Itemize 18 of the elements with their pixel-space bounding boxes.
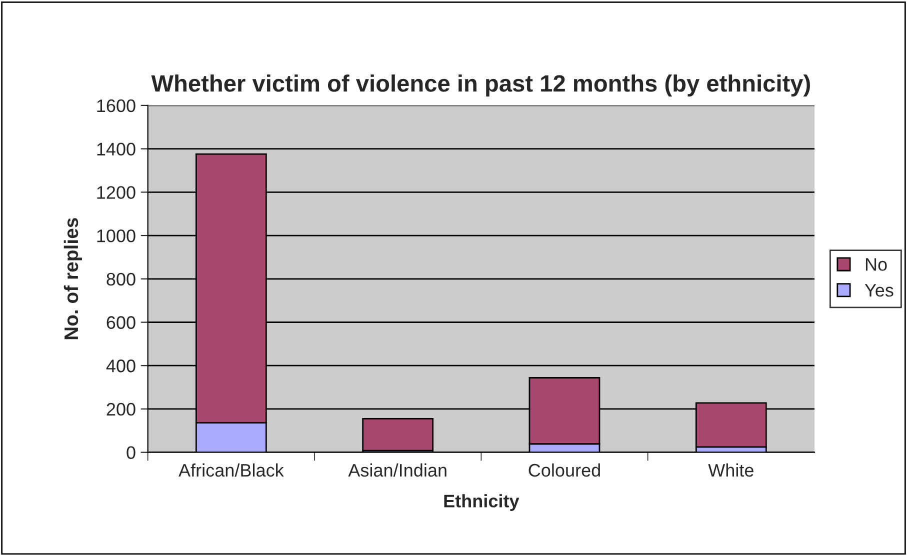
y-tick-label: 200	[106, 402, 136, 416]
y-tick-label: 1200	[97, 186, 136, 199]
chart-title: Whether victim of violence in past 12 months (by ethnicity)	[151, 74, 810, 96]
x-tick-label: African/Black	[178, 463, 284, 477]
x-axis-title: Ethnicity	[444, 494, 520, 511]
y-axis-title: No. of replies	[64, 218, 82, 340]
legend-label: No	[866, 258, 887, 271]
y-tick-label: 600	[106, 316, 136, 329]
y-tick-label: 1400	[97, 142, 136, 156]
legend-label: Yes	[864, 284, 894, 297]
x-tick-label: White	[708, 463, 754, 477]
y-tick-label: 1000	[97, 229, 136, 242]
y-tick-label: 0	[126, 446, 136, 460]
y-tick-label: 1600	[97, 99, 136, 112]
y-tick-label: 800	[106, 272, 136, 286]
x-tick-label: Coloured	[528, 463, 600, 477]
x-tick-label: Asian/Indian	[348, 463, 446, 477]
y-tick-label: 400	[106, 360, 136, 372]
